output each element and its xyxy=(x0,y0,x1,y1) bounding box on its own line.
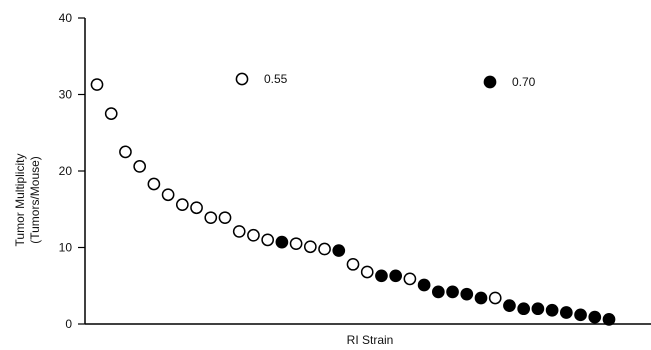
data-point-filled xyxy=(503,299,516,312)
data-point-filled xyxy=(545,303,559,317)
data-point-filled xyxy=(559,306,573,319)
data-points xyxy=(90,78,616,326)
legend-filled-circle-icon xyxy=(483,75,497,89)
data-point-filled xyxy=(602,313,616,326)
legend-open-circle-icon xyxy=(235,72,249,86)
y-tick-label: 10 xyxy=(59,241,73,255)
data-point-open xyxy=(289,237,303,251)
data-point-filled xyxy=(431,285,445,299)
data-point-open xyxy=(104,107,118,120)
y-tick-label: 30 xyxy=(59,88,73,102)
data-point-filled xyxy=(474,291,488,305)
data-point-open xyxy=(190,201,203,215)
data-point-open xyxy=(488,291,502,305)
legend-label: 0.70 xyxy=(512,75,536,89)
data-point-open xyxy=(261,233,275,247)
data-point-open xyxy=(247,228,260,242)
data-point-open xyxy=(218,211,232,225)
data-point-open xyxy=(204,211,218,225)
data-point-filled xyxy=(375,269,388,283)
legend: 0.55 0.70 xyxy=(235,72,536,89)
data-point-open xyxy=(90,78,104,91)
data-point-filled xyxy=(588,310,602,324)
x-axis-title: RI Strain xyxy=(347,333,394,347)
data-point-open xyxy=(360,265,374,279)
data-point-filled xyxy=(389,269,403,283)
data-point-filled xyxy=(275,235,289,249)
y-axis-title-line1: Tumor Multiplicity xyxy=(13,154,27,247)
data-point-open xyxy=(303,240,317,254)
data-point-filled xyxy=(460,287,474,301)
data-point-filled xyxy=(574,308,587,322)
data-point-filled xyxy=(531,302,545,316)
data-point-filled xyxy=(517,302,531,316)
data-point-open xyxy=(147,177,161,191)
data-point-open xyxy=(318,242,331,256)
data-point-open xyxy=(133,160,147,173)
data-point-open xyxy=(119,145,132,159)
data-point-open xyxy=(403,272,417,286)
y-tick-label: 20 xyxy=(59,164,73,178)
data-point-open xyxy=(346,257,360,271)
y-tick-label: 0 xyxy=(65,317,72,331)
data-point-filled xyxy=(332,244,346,257)
data-point-open xyxy=(175,198,189,212)
y-tick-label: 40 xyxy=(59,11,73,25)
data-point-filled xyxy=(446,285,459,299)
data-point-open xyxy=(161,188,175,202)
data-point-open xyxy=(232,225,246,238)
data-point-filled xyxy=(417,278,431,292)
y-axis-title-line2: (Tumors/Mouse) xyxy=(28,156,42,244)
y-ticks: 0 10 20 30 40 xyxy=(59,11,85,331)
legend-label: 0.55 xyxy=(264,72,288,86)
